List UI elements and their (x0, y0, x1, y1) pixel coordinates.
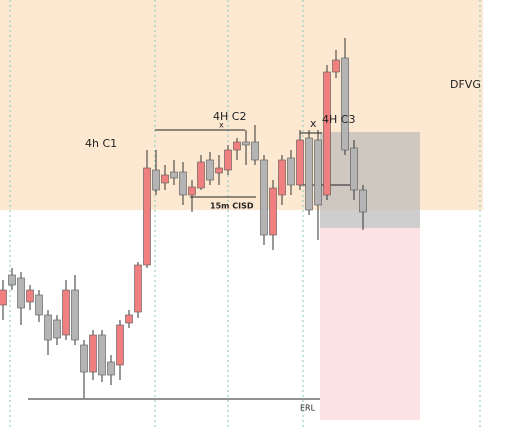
session-lines (9, 0, 481, 427)
candle-body (125, 314, 133, 324)
candle-body (260, 159, 268, 236)
candle-body (80, 344, 88, 373)
candle-body (305, 137, 313, 211)
candle-body (26, 289, 34, 303)
c3-zone (320, 132, 420, 228)
candle-body (332, 59, 340, 73)
candle-body (242, 141, 250, 146)
candle-body (62, 289, 70, 336)
candle-body (89, 334, 97, 373)
label-x: x (219, 121, 224, 130)
target-zone (320, 228, 420, 420)
candle-body (341, 57, 349, 151)
candle-body (296, 139, 304, 186)
candle-body (152, 169, 160, 191)
candle-body (98, 334, 106, 376)
candle-body (287, 157, 295, 186)
label-dfvg: DFVG (450, 78, 481, 91)
candle-body (314, 139, 322, 206)
candle-body (0, 289, 7, 306)
candle-body (323, 71, 331, 196)
label-c2: 4H C2 (213, 110, 246, 123)
label-c3: 4H C3 (322, 113, 355, 126)
candle-body (161, 174, 169, 184)
candle-body (107, 361, 115, 376)
candle-body (350, 147, 358, 191)
label-x: x (310, 117, 317, 130)
candle-body (17, 277, 25, 309)
candle-body (251, 141, 259, 161)
candle-body (35, 294, 43, 316)
candle-body (143, 167, 151, 266)
candle-body (8, 274, 16, 286)
candle-body (197, 161, 205, 189)
candle-body (206, 159, 214, 181)
candle-body (71, 289, 79, 341)
label-c1: 4h C1 (85, 137, 117, 150)
candle-body (224, 149, 232, 171)
candle-body (188, 186, 196, 196)
candle-body (269, 187, 277, 236)
candle-body (134, 264, 142, 313)
candle-body (170, 171, 178, 179)
candle-body (44, 314, 52, 341)
candle-body (278, 159, 286, 196)
candle-body (116, 324, 124, 366)
candle-body (233, 141, 241, 151)
candle-body (215, 167, 223, 174)
label-erl: ERL (300, 404, 316, 413)
candle-body (179, 171, 187, 196)
candle-body (359, 189, 367, 213)
candle-body (53, 319, 61, 339)
label-cisd: 15m CISD (210, 202, 254, 211)
